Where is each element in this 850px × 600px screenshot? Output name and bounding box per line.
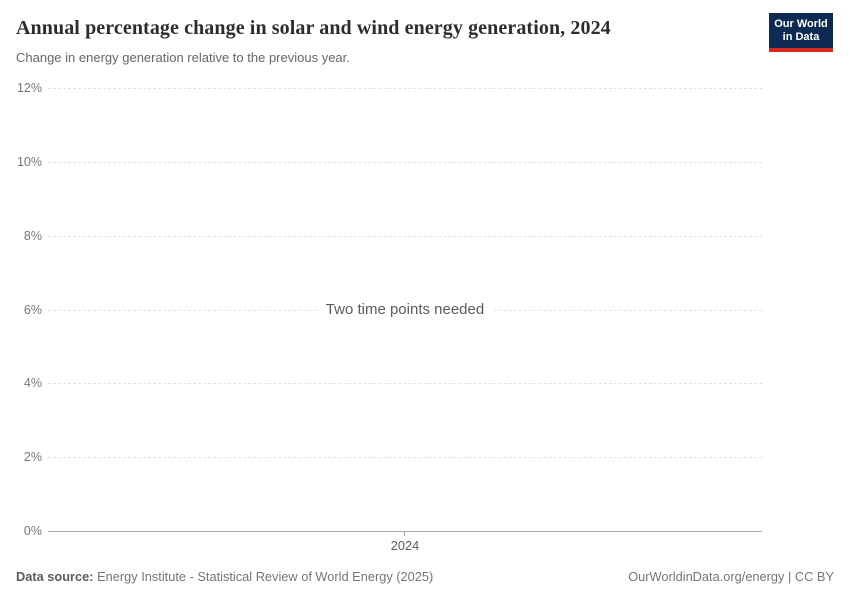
y-tick-label: 0% — [23, 524, 42, 538]
y-tick-label: 4% — [23, 376, 42, 390]
empty-state-message: Two time points needed — [48, 301, 762, 318]
x-axis-tick — [404, 531, 405, 536]
y-tick-label: 12% — [16, 81, 42, 95]
owid-logo-line1: Our World — [774, 18, 828, 30]
owid-logo-line2: in Data — [782, 31, 820, 43]
y-tick-label: 6% — [23, 303, 42, 317]
y-grid-line — [48, 383, 762, 384]
y-tick-label: 2% — [23, 450, 42, 464]
data-source-text: Energy Institute - Statistical Review of… — [93, 569, 434, 584]
y-grid-line — [48, 457, 762, 458]
chart-title: Annual percentage change in solar and wi… — [16, 17, 611, 39]
y-grid-line — [48, 88, 762, 89]
y-grid-line — [48, 236, 762, 237]
owid-logo[interactable]: Our World in Data — [769, 13, 833, 52]
chart-subtitle: Change in energy generation relative to … — [16, 50, 350, 65]
y-grid-line — [48, 162, 762, 163]
credit-link[interactable]: OurWorldinData.org/energy | CC BY — [628, 569, 834, 584]
x-axis-line — [48, 531, 762, 532]
y-tick-label: 8% — [23, 229, 42, 243]
data-source-note: Data source: Energy Institute - Statisti… — [16, 569, 433, 584]
y-tick-label: 10% — [16, 155, 42, 169]
x-axis-label: 2024 — [390, 538, 420, 553]
data-source-label: Data source: — [16, 569, 94, 584]
chart-footer: Data source: Energy Institute - Statisti… — [16, 569, 834, 584]
